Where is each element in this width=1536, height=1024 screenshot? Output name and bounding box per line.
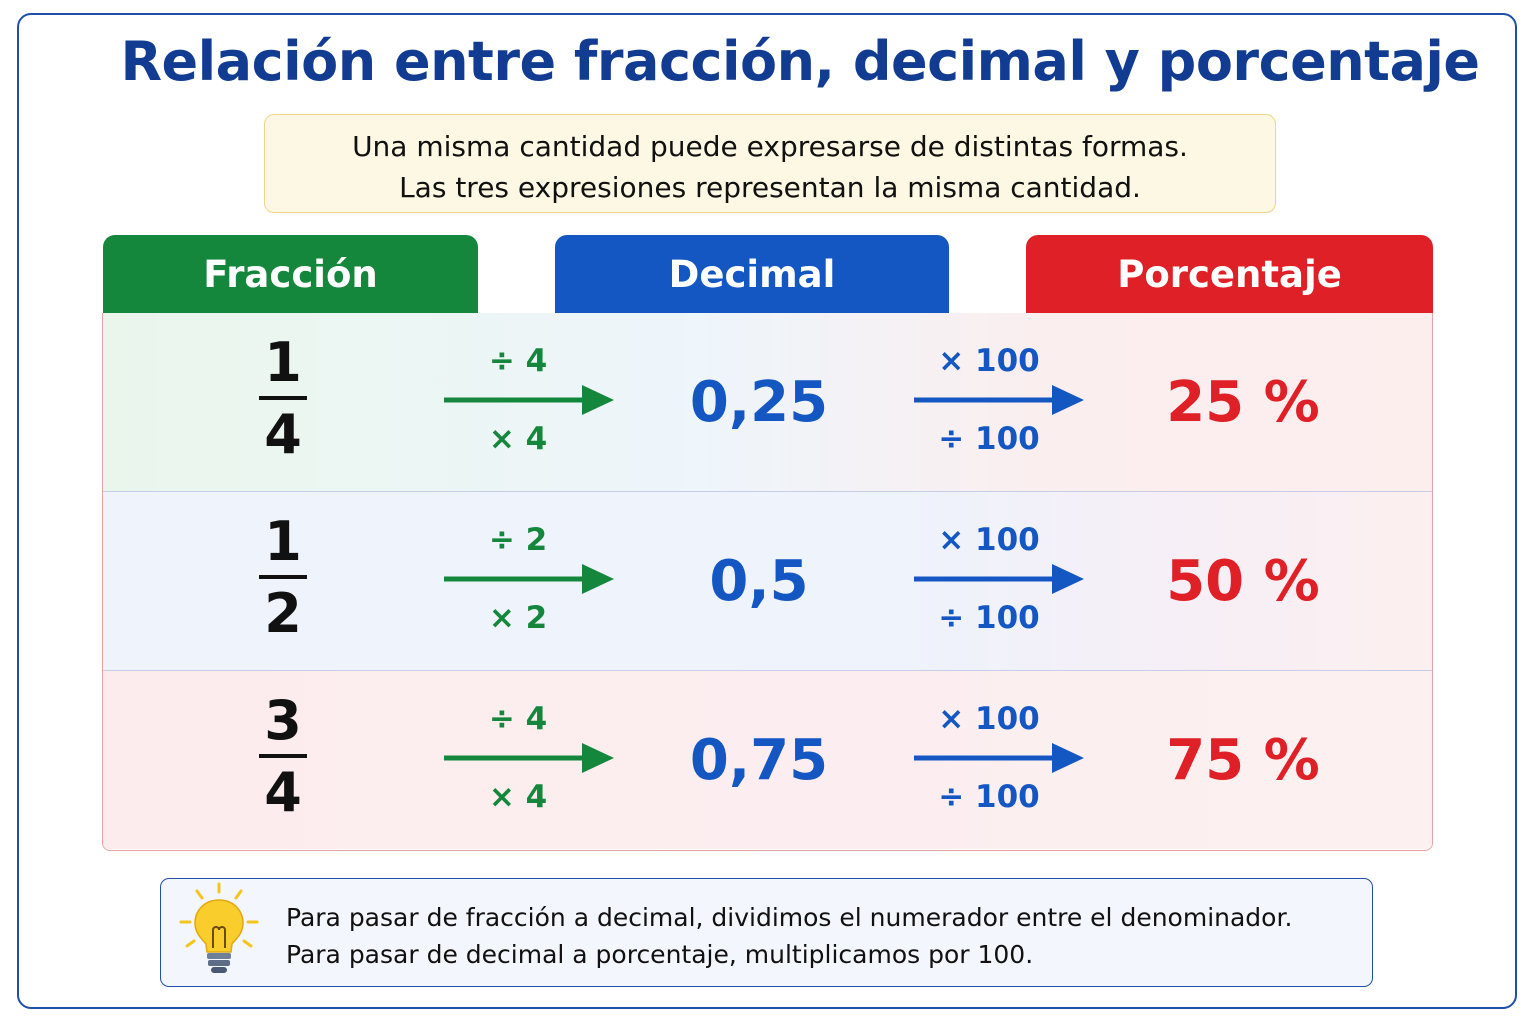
- decimal-value: 0,5: [709, 549, 809, 614]
- intro-line-2: Las tres expresiones representan la mism…: [399, 171, 1141, 204]
- fraction: 1 2: [255, 515, 311, 641]
- op-decimal-to-percent: × 100: [938, 701, 1040, 737]
- tip-text: Para pasar de fracción a decimal, dividi…: [286, 899, 1292, 973]
- op-fraction-to-decimal: ÷ 2: [488, 522, 548, 558]
- percent-value: 75 %: [1166, 728, 1320, 793]
- arrow-right-icon: [914, 385, 1084, 415]
- op-decimal-to-percent: × 100: [938, 343, 1040, 379]
- op-percent-to-decimal: ÷ 100: [938, 779, 1040, 815]
- numerator: 1: [264, 331, 302, 394]
- header-fraction: Fracción: [103, 235, 478, 314]
- op-decimal-to-fraction: × 4: [488, 779, 548, 815]
- fraction-bar: [259, 396, 307, 400]
- fraction: 3 4: [255, 694, 311, 820]
- arrow-right-icon: [444, 385, 614, 415]
- denominator: 4: [264, 761, 302, 824]
- table-row: 1 4 ÷ 4 × 4 0,25 × 100 ÷ 100 25 %: [103, 313, 1432, 491]
- op-decimal-to-percent: × 100: [938, 522, 1040, 558]
- intro-box: Una misma cantidad puede expresarse de d…: [264, 114, 1276, 213]
- arrow-right-icon: [914, 743, 1084, 773]
- tip-line-1: Para pasar de fracción a decimal, dividi…: [286, 903, 1293, 932]
- decimal-value: 0,75: [689, 728, 829, 793]
- conversion-table: 1 4 ÷ 4 × 4 0,25 × 100 ÷ 100 25 % 1 2 ÷ …: [102, 313, 1433, 851]
- op-percent-to-decimal: ÷ 100: [938, 600, 1040, 636]
- denominator: 2: [264, 582, 302, 645]
- table-row: 3 4 ÷ 4 × 4 0,75 × 100 ÷ 100 75 %: [103, 670, 1432, 849]
- denominator: 4: [264, 403, 302, 466]
- op-decimal-to-fraction: × 2: [488, 600, 548, 636]
- numerator: 1: [264, 510, 302, 573]
- fraction-bar: [259, 575, 307, 579]
- header-percent: Porcentaje: [1026, 235, 1433, 314]
- decimal-value: 0,25: [689, 370, 829, 435]
- intro-line-1: Una misma cantidad puede expresarse de d…: [352, 130, 1188, 163]
- lightbulb-icon: [179, 882, 259, 973]
- numerator: 3: [264, 689, 302, 752]
- arrow-right-icon: [444, 564, 614, 594]
- tip-box: Para pasar de fracción a decimal, dividi…: [160, 878, 1373, 987]
- fraction: 1 4: [255, 336, 311, 462]
- op-percent-to-decimal: ÷ 100: [938, 421, 1040, 457]
- op-fraction-to-decimal: ÷ 4: [488, 701, 548, 737]
- fraction-bar: [259, 754, 307, 758]
- arrow-right-icon: [444, 743, 614, 773]
- percent-value: 25 %: [1166, 370, 1320, 435]
- header-decimal: Decimal: [555, 235, 949, 314]
- percent-value: 50 %: [1166, 549, 1320, 614]
- table-row: 1 2 ÷ 2 × 2 0,5 × 100 ÷ 100 50 %: [103, 491, 1432, 670]
- page-title: Relación entre fracción, decimal y porce…: [120, 30, 1480, 93]
- tip-line-2: Para pasar de decimal a porcentaje, mult…: [286, 940, 1034, 969]
- op-fraction-to-decimal: ÷ 4: [488, 343, 548, 379]
- arrow-right-icon: [914, 564, 1084, 594]
- op-decimal-to-fraction: × 4: [488, 421, 548, 457]
